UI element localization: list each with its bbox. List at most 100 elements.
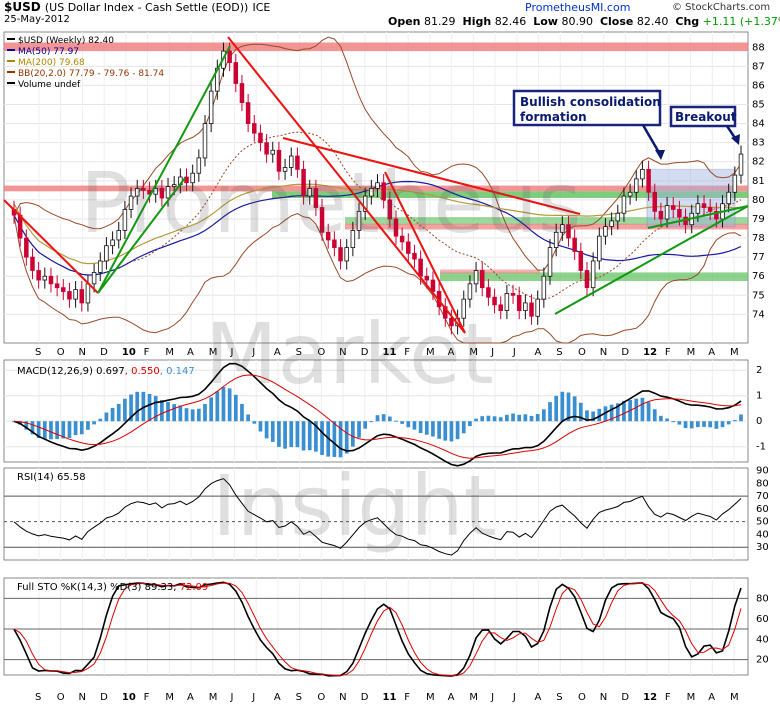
high-label: High	[462, 15, 492, 28]
panel-sto	[3, 577, 749, 676]
y-tick-label: 82	[752, 157, 765, 168]
x-tick-label: S	[296, 692, 302, 703]
x-tick-label: 11	[383, 347, 397, 358]
x-tick-label: N	[339, 347, 346, 358]
candle-body	[42, 275, 48, 281]
candle-body	[79, 289, 85, 304]
candle-body	[695, 203, 701, 214]
x-tick-label: N	[78, 347, 85, 358]
macd-histogram-bar	[455, 421, 460, 440]
watermark-line: Prometheus	[80, 154, 582, 252]
macd-histogram-bar	[511, 413, 515, 422]
stoch-d-value: 72.09	[180, 582, 209, 593]
macd-signal-line	[13, 374, 742, 459]
legend-swatch	[7, 82, 15, 84]
bb-lower	[13, 212, 742, 344]
macd-histogram-bar	[474, 418, 478, 422]
x-tick-label: A	[448, 347, 455, 358]
legend-swatch	[7, 60, 15, 62]
macd-histogram-bar	[98, 418, 103, 422]
support-trendline	[554, 205, 749, 315]
candle-body	[387, 199, 393, 220]
macd-histogram-bar	[523, 414, 528, 422]
candle-body	[362, 195, 368, 212]
macd-histogram-bar	[227, 388, 232, 422]
macd-histogram-bar	[172, 404, 177, 422]
candle-body	[233, 62, 239, 84]
macd-histogram-bar	[369, 421, 374, 423]
consolidation-callout-text: formation	[520, 110, 587, 124]
candle-body	[128, 195, 134, 210]
x-tick-label: A	[187, 692, 194, 703]
support-zone	[272, 191, 748, 198]
x-tick-label: N	[339, 692, 346, 703]
x-tick-label: A	[448, 692, 455, 703]
candle-body	[738, 153, 744, 176]
trendlines	[3, 36, 749, 334]
support-trendline	[97, 177, 186, 294]
y-tick-label: 83	[752, 138, 765, 149]
change-label: Chg	[675, 15, 700, 28]
candle-body	[276, 149, 282, 172]
axis-labels: 747576777879808182838485868788SSOONNDD10…	[35, 42, 769, 703]
x-tick-label: N	[600, 692, 607, 703]
candle-body	[270, 149, 276, 155]
x-tick-label: O	[57, 692, 65, 703]
support-trendline	[97, 45, 231, 294]
x-tick-label: N	[78, 692, 85, 703]
brand-link[interactable]: PrometheusMI.com	[525, 1, 631, 14]
candle-body	[369, 188, 374, 197]
x-tick-label: F	[144, 692, 150, 703]
candle-body	[110, 239, 115, 247]
candle-body	[424, 275, 430, 281]
ohlc-readout: Open 81.29 High 82.46 Low 80.90 Close 82…	[388, 15, 780, 28]
resistance-trendline	[282, 137, 581, 215]
stoch-label: Full STO %K(14,3) %D(3) 89.33, 72.09	[17, 582, 208, 593]
y-tick-label: 81	[752, 176, 765, 187]
candle-body	[707, 207, 713, 212]
macd-histogram-bar	[468, 421, 472, 427]
macd-histogram-bar	[492, 416, 497, 422]
x-tick-label: A	[535, 692, 542, 703]
macd-histogram-bar	[603, 406, 608, 422]
candle-body	[245, 102, 251, 124]
candle-body	[677, 209, 682, 218]
candle-body	[67, 291, 72, 300]
legend-swatch	[7, 71, 15, 73]
consolidation-callout-box	[512, 89, 662, 127]
x-tick-label: J	[490, 692, 494, 703]
macd-histogram-bar	[480, 416, 485, 422]
legend-swatch	[7, 49, 15, 51]
close-value: 82.40	[636, 15, 669, 28]
y-tick-label: 30	[756, 542, 769, 553]
candle-body	[652, 191, 657, 212]
x-tick-label: D	[361, 347, 369, 358]
macd-histogram-bar	[190, 409, 195, 422]
macd-histogram-bar	[363, 421, 368, 429]
x-tick-label: 12	[643, 347, 657, 358]
macd-histogram-bar	[406, 421, 411, 428]
macd-histogram-bar	[665, 418, 669, 422]
y-tick-label: 90	[756, 466, 769, 477]
candle-body	[473, 270, 479, 285]
macd-histogram-bar	[424, 421, 429, 435]
candle-body	[313, 188, 319, 208]
candle-body	[467, 283, 473, 300]
rsi-panel	[13, 478, 742, 556]
x-tick-label: J	[251, 692, 255, 703]
candle-body	[578, 251, 584, 271]
candle-body	[381, 182, 386, 201]
candle-body	[104, 245, 109, 262]
candle-body	[443, 306, 448, 319]
candle-body	[295, 155, 300, 170]
x-tick-label: F	[404, 347, 410, 358]
resistance-trendline	[3, 199, 99, 294]
macd-histogram-bar	[702, 421, 706, 427]
macd-histogram-bar	[431, 421, 435, 437]
macd-histogram-bar	[671, 421, 676, 423]
macd-histogram-bar	[332, 421, 337, 457]
macd-histogram-bar	[615, 403, 620, 422]
macd-histogram-bar	[498, 417, 503, 422]
change-value: +1.11 (+1.37%)	[702, 15, 780, 28]
macd-histogram-bar	[196, 408, 201, 422]
